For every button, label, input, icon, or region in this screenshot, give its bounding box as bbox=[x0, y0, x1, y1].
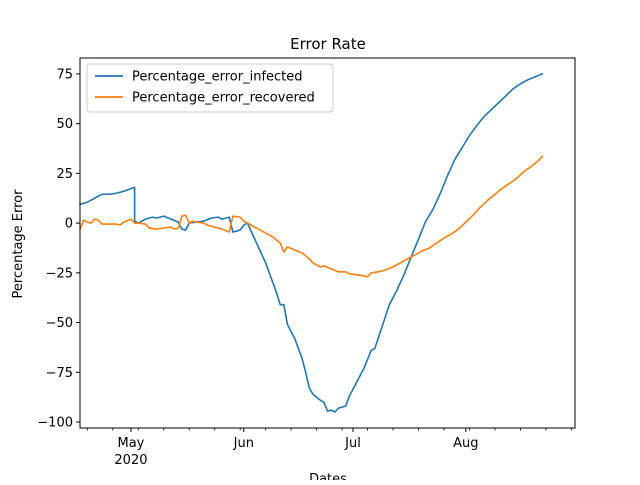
series-layer bbox=[78, 72, 544, 413]
chart-title: Error Rate bbox=[290, 35, 366, 53]
x-tick-label: Jul bbox=[344, 436, 361, 451]
x-axis-label: Dates bbox=[309, 472, 347, 480]
legend: Percentage_error_infected Percentage_erro… bbox=[86, 63, 334, 113]
x-tick-label: May bbox=[118, 436, 145, 451]
y-tick-label: 0 bbox=[65, 217, 73, 232]
y-tick-label: −75 bbox=[46, 366, 73, 381]
y-tick-label: −100 bbox=[37, 416, 73, 431]
x-tick-label: Aug bbox=[453, 436, 478, 451]
ticks-layer: 75 50 25 0 −25 −50 −75 −100 May 2020 Jun Jul Aug bbox=[37, 67, 572, 468]
y-axis-label: Percentage Error bbox=[11, 189, 26, 299]
y-tick-label: −25 bbox=[46, 266, 73, 281]
y-tick-label: −50 bbox=[46, 316, 73, 331]
legend-label-1: Percentage_error_recovered bbox=[132, 91, 315, 106]
y-tick-label: 25 bbox=[56, 167, 73, 182]
y-tick-label: 50 bbox=[56, 117, 73, 132]
legend-box bbox=[86, 63, 334, 113]
series-line-1 bbox=[78, 155, 544, 278]
series-line-0 bbox=[79, 72, 544, 413]
x-tick-label: Jun bbox=[233, 436, 254, 451]
legend-label-0: Percentage_error_infected bbox=[132, 70, 303, 85]
x-tick-sublabel: 2020 bbox=[114, 453, 147, 468]
plot-frame bbox=[79, 57, 576, 429]
y-tick-label: 75 bbox=[56, 67, 73, 82]
